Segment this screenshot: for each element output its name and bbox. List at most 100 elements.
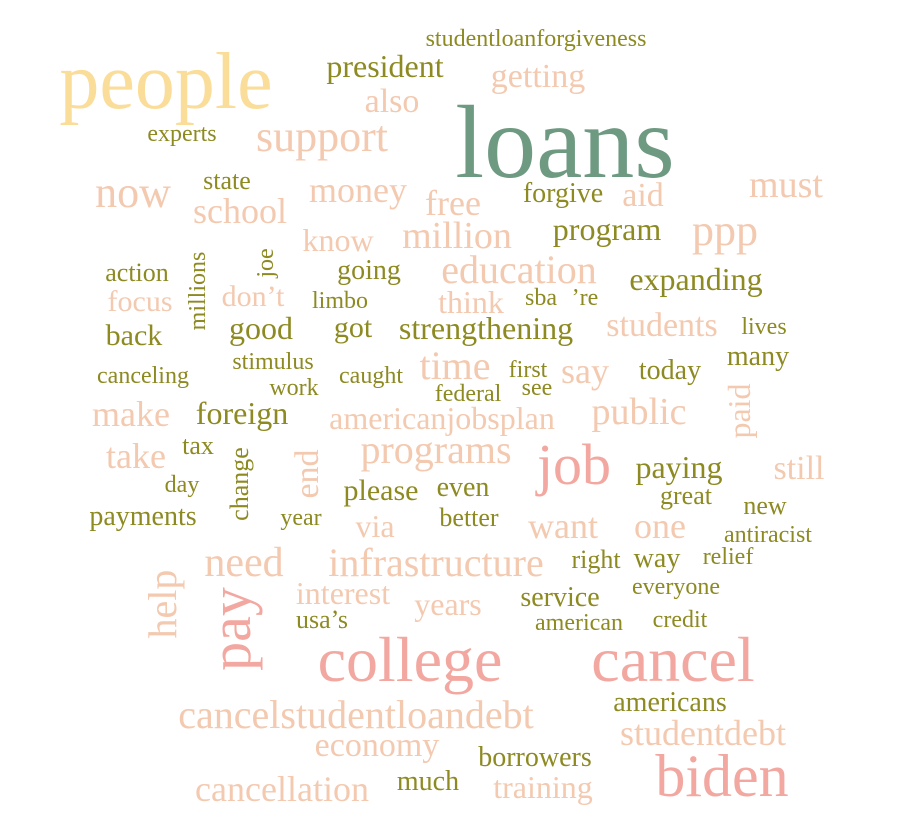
word-also: also: [364, 83, 420, 120]
word-cancellation: cancellation: [195, 769, 369, 809]
word-one: one: [634, 506, 686, 546]
word-economy: economy: [314, 727, 440, 764]
word-caught: caught: [339, 363, 403, 389]
word-getting: getting: [490, 58, 586, 95]
word-credit: credit: [652, 607, 708, 633]
word-via: via: [355, 508, 395, 544]
word-back: back: [105, 319, 163, 352]
word-federal: federal: [434, 381, 502, 407]
word-stimulus: stimulus: [232, 349, 314, 375]
word-public: public: [591, 391, 687, 433]
word-help: help: [140, 569, 185, 639]
word-years: years: [414, 586, 482, 622]
word-tax: tax: [182, 431, 214, 460]
word-experts: experts: [147, 121, 217, 147]
word-support: support: [256, 112, 388, 161]
word-americanjobsplan: americanjobsplan: [329, 400, 555, 436]
word-antiracist: antiracist: [724, 522, 812, 548]
word-everyone: everyone: [632, 574, 720, 600]
word-today: today: [638, 355, 702, 386]
word-expanding: expanding: [629, 261, 763, 297]
word-training: training: [493, 769, 593, 805]
word-re: ’re: [571, 285, 599, 311]
word-way: way: [633, 543, 681, 574]
word-end: end: [289, 449, 326, 499]
word-free: free: [425, 183, 481, 223]
word-first: first: [508, 357, 548, 383]
word-infrastructure: infrastructure: [328, 540, 544, 585]
word-forgive: forgive: [522, 178, 604, 209]
word-want: want: [528, 506, 598, 546]
word-now: now: [95, 168, 171, 217]
word-pay: pay: [198, 587, 263, 671]
word-school: school: [193, 191, 287, 231]
word-college: college: [317, 624, 503, 695]
word-work: work: [269, 375, 319, 401]
word-limbo: limbo: [311, 288, 369, 314]
word-many: many: [726, 341, 790, 372]
word-job: job: [536, 432, 612, 497]
word-state: state: [203, 166, 251, 195]
word-strengthening: strengthening: [398, 310, 574, 346]
word-canceling: canceling: [97, 363, 189, 389]
word-loans: loans: [455, 85, 675, 200]
word-foreign: foreign: [195, 395, 289, 431]
word-americans: americans: [613, 687, 727, 718]
word-still: still: [773, 450, 825, 487]
word-usas: usa’s: [296, 605, 348, 634]
word-borrowers: borrowers: [478, 742, 592, 773]
word-money: money: [309, 170, 407, 210]
word-think: think: [438, 284, 504, 320]
word-need: need: [204, 540, 284, 586]
word-year: year: [280, 505, 322, 531]
word-president: president: [326, 48, 444, 84]
word-biden: biden: [655, 743, 789, 809]
word-make: make: [92, 394, 170, 434]
word-dont: don’t: [221, 280, 285, 313]
word-right: right: [571, 545, 621, 574]
word-studentloanforgiveness: studentloanforgiveness: [425, 26, 647, 52]
word-cancel: cancel: [591, 624, 755, 695]
word-joe: joe: [253, 248, 279, 278]
word-take: take: [106, 436, 166, 476]
word-education: education: [441, 247, 597, 292]
word-paid: paid: [721, 383, 757, 439]
word-say: say: [561, 351, 609, 391]
word-lives: lives: [741, 314, 787, 340]
word-action: action: [105, 258, 169, 287]
word-better: better: [439, 503, 499, 532]
word-day: day: [164, 472, 200, 498]
word-programs: programs: [360, 427, 512, 472]
word-students: students: [606, 307, 718, 344]
word-much: much: [396, 766, 460, 797]
word-aid: aid: [622, 177, 664, 214]
word-good: good: [229, 310, 293, 346]
word-change: change: [225, 447, 254, 521]
word-relief: relief: [702, 544, 754, 570]
word-great: great: [660, 481, 712, 510]
word-cancelstudentloandebt: cancelstudentloandebt: [178, 692, 534, 737]
word-new: new: [743, 491, 787, 520]
word-million: million: [402, 215, 512, 257]
word-studentdebt: studentdebt: [620, 713, 786, 753]
word-got: got: [333, 311, 373, 344]
word-must: must: [749, 164, 823, 206]
word-interest: interest: [295, 575, 391, 611]
word-know: know: [302, 222, 374, 258]
word-please: please: [343, 474, 419, 507]
word-ppp: ppp: [692, 206, 758, 255]
word-people: people: [59, 38, 273, 126]
word-see: see: [521, 375, 553, 401]
word-focus: focus: [107, 285, 173, 318]
word-time: time: [419, 343, 491, 388]
word-millions: millions: [185, 251, 211, 331]
word-program: program: [552, 211, 662, 247]
word-service: service: [520, 582, 600, 613]
word-sba: sba: [525, 285, 557, 311]
word-payments: payments: [89, 501, 197, 532]
word-paying: paying: [635, 449, 723, 485]
word-even: even: [436, 472, 490, 503]
word-american: american: [535, 610, 623, 636]
word-going: going: [337, 255, 401, 286]
